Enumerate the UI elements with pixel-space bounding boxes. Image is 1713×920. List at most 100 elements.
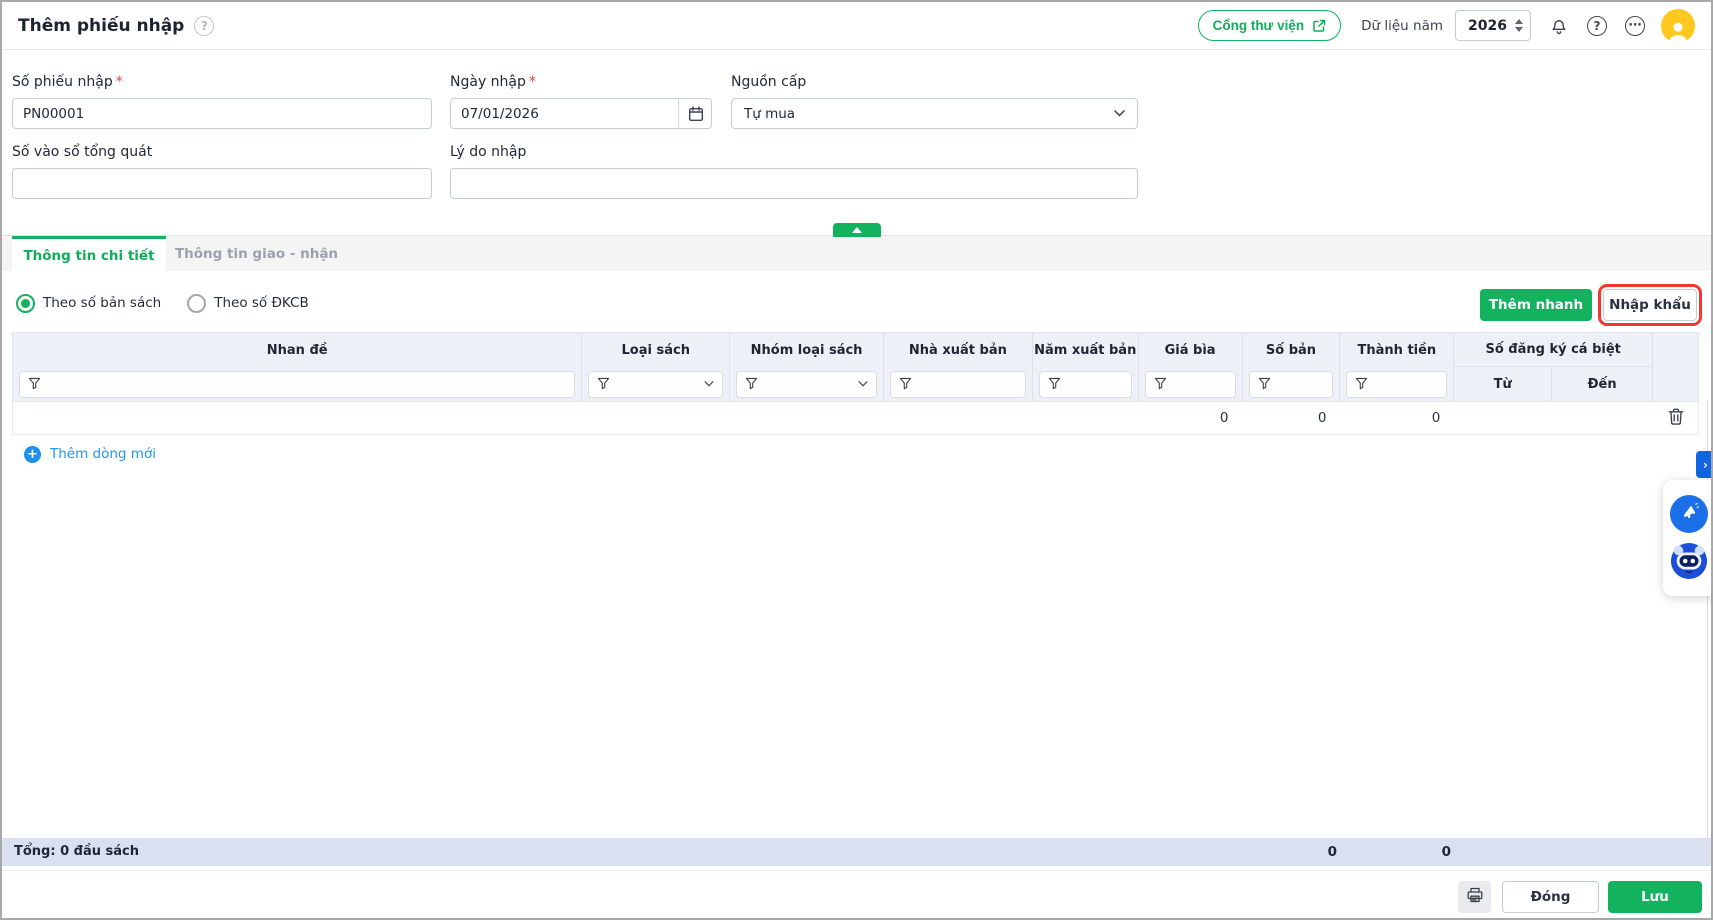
stepper-down-icon[interactable] bbox=[1515, 27, 1523, 32]
summary-bar: Tổng: 0 đầu sách 0 0 bbox=[2, 838, 1711, 866]
stepper-up-icon[interactable] bbox=[1515, 19, 1523, 24]
filter-loai-sach[interactable] bbox=[588, 370, 724, 398]
subcol-header-tu: Từ bbox=[1454, 367, 1553, 401]
cell-nha-xuat-ban[interactable] bbox=[884, 402, 1033, 434]
field-ly-do-nhap: Lý do nhập bbox=[450, 144, 1138, 199]
title-help-icon[interactable]: ? bbox=[194, 15, 215, 36]
so-vao-so-input[interactable] bbox=[12, 168, 432, 199]
subcol-header-den: Đến bbox=[1552, 367, 1654, 401]
table-filter-row: Từ Đến bbox=[12, 367, 1699, 402]
total-copies: 0 bbox=[1327, 844, 1337, 860]
megaphone-icon bbox=[1680, 502, 1699, 525]
ly-do-nhap-input[interactable] bbox=[450, 168, 1138, 199]
col-header-nhan-de[interactable]: Nhan đề bbox=[13, 333, 583, 367]
bottom-action-bar: Đóng Lưu bbox=[2, 870, 1711, 918]
cell-nhan-de[interactable] bbox=[13, 402, 582, 434]
col-header-loai-sach[interactable]: Loại sách bbox=[582, 333, 731, 367]
book-entry-table: Nhan đề Loại sách Nhóm loại sách Nhà xuấ… bbox=[12, 332, 1699, 473]
col-header-thanh-tien[interactable]: Thành tiền bbox=[1340, 333, 1455, 367]
cell-nhom-loai-sach[interactable] bbox=[730, 402, 884, 434]
filter-thanh-tien[interactable] bbox=[1346, 370, 1448, 398]
so-phieu-nhap-label: Số phiếu nhập bbox=[12, 74, 113, 90]
required-asterisk: * bbox=[115, 74, 123, 90]
print-button[interactable] bbox=[1458, 881, 1491, 913]
year-stepper[interactable]: 2026 bbox=[1455, 10, 1531, 41]
funnel-icon bbox=[1154, 375, 1167, 394]
import-button[interactable]: Nhập khẩu bbox=[1598, 284, 1702, 326]
table-row[interactable]: 0 0 0 bbox=[12, 402, 1699, 435]
top-bar-right: Cổng thư viện Dữ liệu năm 2026 bbox=[1197, 8, 1695, 43]
tab-thong-tin-giao-nhan[interactable]: Thông tin giao - nhận bbox=[174, 246, 339, 262]
notification-bell-icon[interactable] bbox=[1549, 16, 1569, 36]
add-new-row-label: Thêm dòng mới bbox=[50, 446, 156, 462]
radio-theo-so-dkcb[interactable]: Theo số ĐKCB bbox=[187, 293, 309, 313]
radio-theo-so-ban-sach[interactable]: Theo số bản sách bbox=[16, 293, 161, 313]
cell-loai-sach[interactable] bbox=[582, 402, 730, 434]
field-ngay-nhap: Ngày nhập * bbox=[450, 74, 712, 129]
funnel-icon bbox=[1048, 375, 1061, 394]
col-header-gia-bia[interactable]: Giá bìa bbox=[1139, 333, 1243, 367]
total-label: Tổng: 0 đầu sách bbox=[14, 844, 139, 859]
floating-action-panel bbox=[1663, 480, 1711, 596]
nguon-cap-value: Tự mua bbox=[744, 105, 796, 122]
tab-bar: Thông tin chi tiết Thông tin giao - nhận bbox=[2, 235, 1711, 272]
year-stepper-arrows[interactable] bbox=[1515, 19, 1523, 32]
collapse-form-button[interactable] bbox=[833, 223, 881, 237]
page-title: Thêm phiếu nhập bbox=[18, 15, 185, 36]
assistant-fab[interactable] bbox=[1670, 542, 1708, 584]
save-button[interactable]: Lưu bbox=[1608, 881, 1702, 913]
avatar[interactable] bbox=[1661, 8, 1695, 43]
ngay-nhap-input[interactable] bbox=[450, 98, 712, 129]
funnel-icon bbox=[1258, 375, 1271, 394]
delete-row-button[interactable] bbox=[1653, 402, 1698, 434]
more-options-icon[interactable]: ⋯ bbox=[1625, 15, 1645, 36]
library-portal-button[interactable]: Cổng thư viện bbox=[1197, 10, 1342, 41]
help-icon[interactable]: ? bbox=[1587, 15, 1607, 36]
field-nguon-cap: Nguồn cấp Tự mua bbox=[731, 74, 1138, 129]
filter-nam-xuat-ban[interactable] bbox=[1038, 370, 1132, 398]
data-year-label: Dữ liệu năm bbox=[1361, 17, 1443, 34]
col-header-so-ban[interactable]: Số bản bbox=[1243, 333, 1341, 367]
filter-nha-xuat-ban[interactable] bbox=[889, 370, 1026, 398]
funnel-icon bbox=[28, 375, 41, 394]
filter-gia-bia[interactable] bbox=[1144, 370, 1236, 398]
quick-add-button[interactable]: Thêm nhanh bbox=[1480, 289, 1592, 321]
col-header-nha-xuat-ban[interactable]: Nhà xuất bản bbox=[884, 333, 1033, 367]
so-phieu-nhap-input[interactable] bbox=[12, 98, 432, 129]
bot-mascot-icon bbox=[1670, 542, 1708, 584]
funnel-icon bbox=[899, 375, 912, 394]
filter-so-ban[interactable] bbox=[1248, 370, 1334, 398]
add-new-row-link[interactable]: + Thêm dòng mới bbox=[12, 435, 1699, 473]
calendar-icon[interactable] bbox=[678, 98, 712, 129]
side-panel-toggle[interactable]: › bbox=[1696, 451, 1711, 478]
vertical-scrollbar[interactable] bbox=[1707, 400, 1708, 838]
filter-nhom-loai-sach[interactable] bbox=[736, 370, 877, 398]
cell-tu[interactable] bbox=[1454, 402, 1552, 434]
filter-actions-cell bbox=[1653, 367, 1698, 401]
col-header-nhom-loai-sach[interactable]: Nhóm loại sách bbox=[730, 333, 884, 367]
cell-den[interactable] bbox=[1552, 402, 1653, 434]
filter-nhan-de[interactable] bbox=[19, 370, 576, 398]
so-vao-so-label: Số vào sổ tổng quát bbox=[12, 144, 153, 160]
radio-unselected-icon bbox=[187, 293, 207, 313]
printer-icon bbox=[1466, 886, 1484, 908]
chevron-down-icon bbox=[704, 381, 714, 387]
nguon-cap-select[interactable]: Tự mua bbox=[731, 98, 1138, 129]
chevron-down-icon bbox=[858, 381, 868, 387]
col-header-actions bbox=[1653, 333, 1698, 367]
chevron-up-icon bbox=[852, 227, 862, 233]
col-header-nam-xuat-ban[interactable]: Năm xuất bản bbox=[1033, 333, 1139, 367]
announcement-fab[interactable] bbox=[1670, 494, 1708, 533]
top-bar: Thêm phiếu nhập ? Cổng thư viện Dữ liệu … bbox=[2, 2, 1711, 50]
col-header-so-dang-ky-ca-biet[interactable]: Số đăng ký cá biệt bbox=[1454, 333, 1654, 367]
cell-gia-bia[interactable]: 0 bbox=[1219, 410, 1229, 426]
close-button[interactable]: Đóng bbox=[1502, 881, 1599, 913]
cell-thanh-tien[interactable]: 0 bbox=[1431, 410, 1441, 426]
cell-so-ban[interactable]: 0 bbox=[1317, 410, 1327, 426]
cell-nam-xuat-ban[interactable] bbox=[1033, 402, 1139, 434]
trash-icon bbox=[1668, 408, 1684, 429]
nguon-cap-label: Nguồn cấp bbox=[731, 74, 807, 90]
field-so-phieu-nhap: Số phiếu nhập * bbox=[12, 74, 432, 129]
tab-thong-tin-chi-tiet[interactable]: Thông tin chi tiết bbox=[12, 236, 166, 272]
